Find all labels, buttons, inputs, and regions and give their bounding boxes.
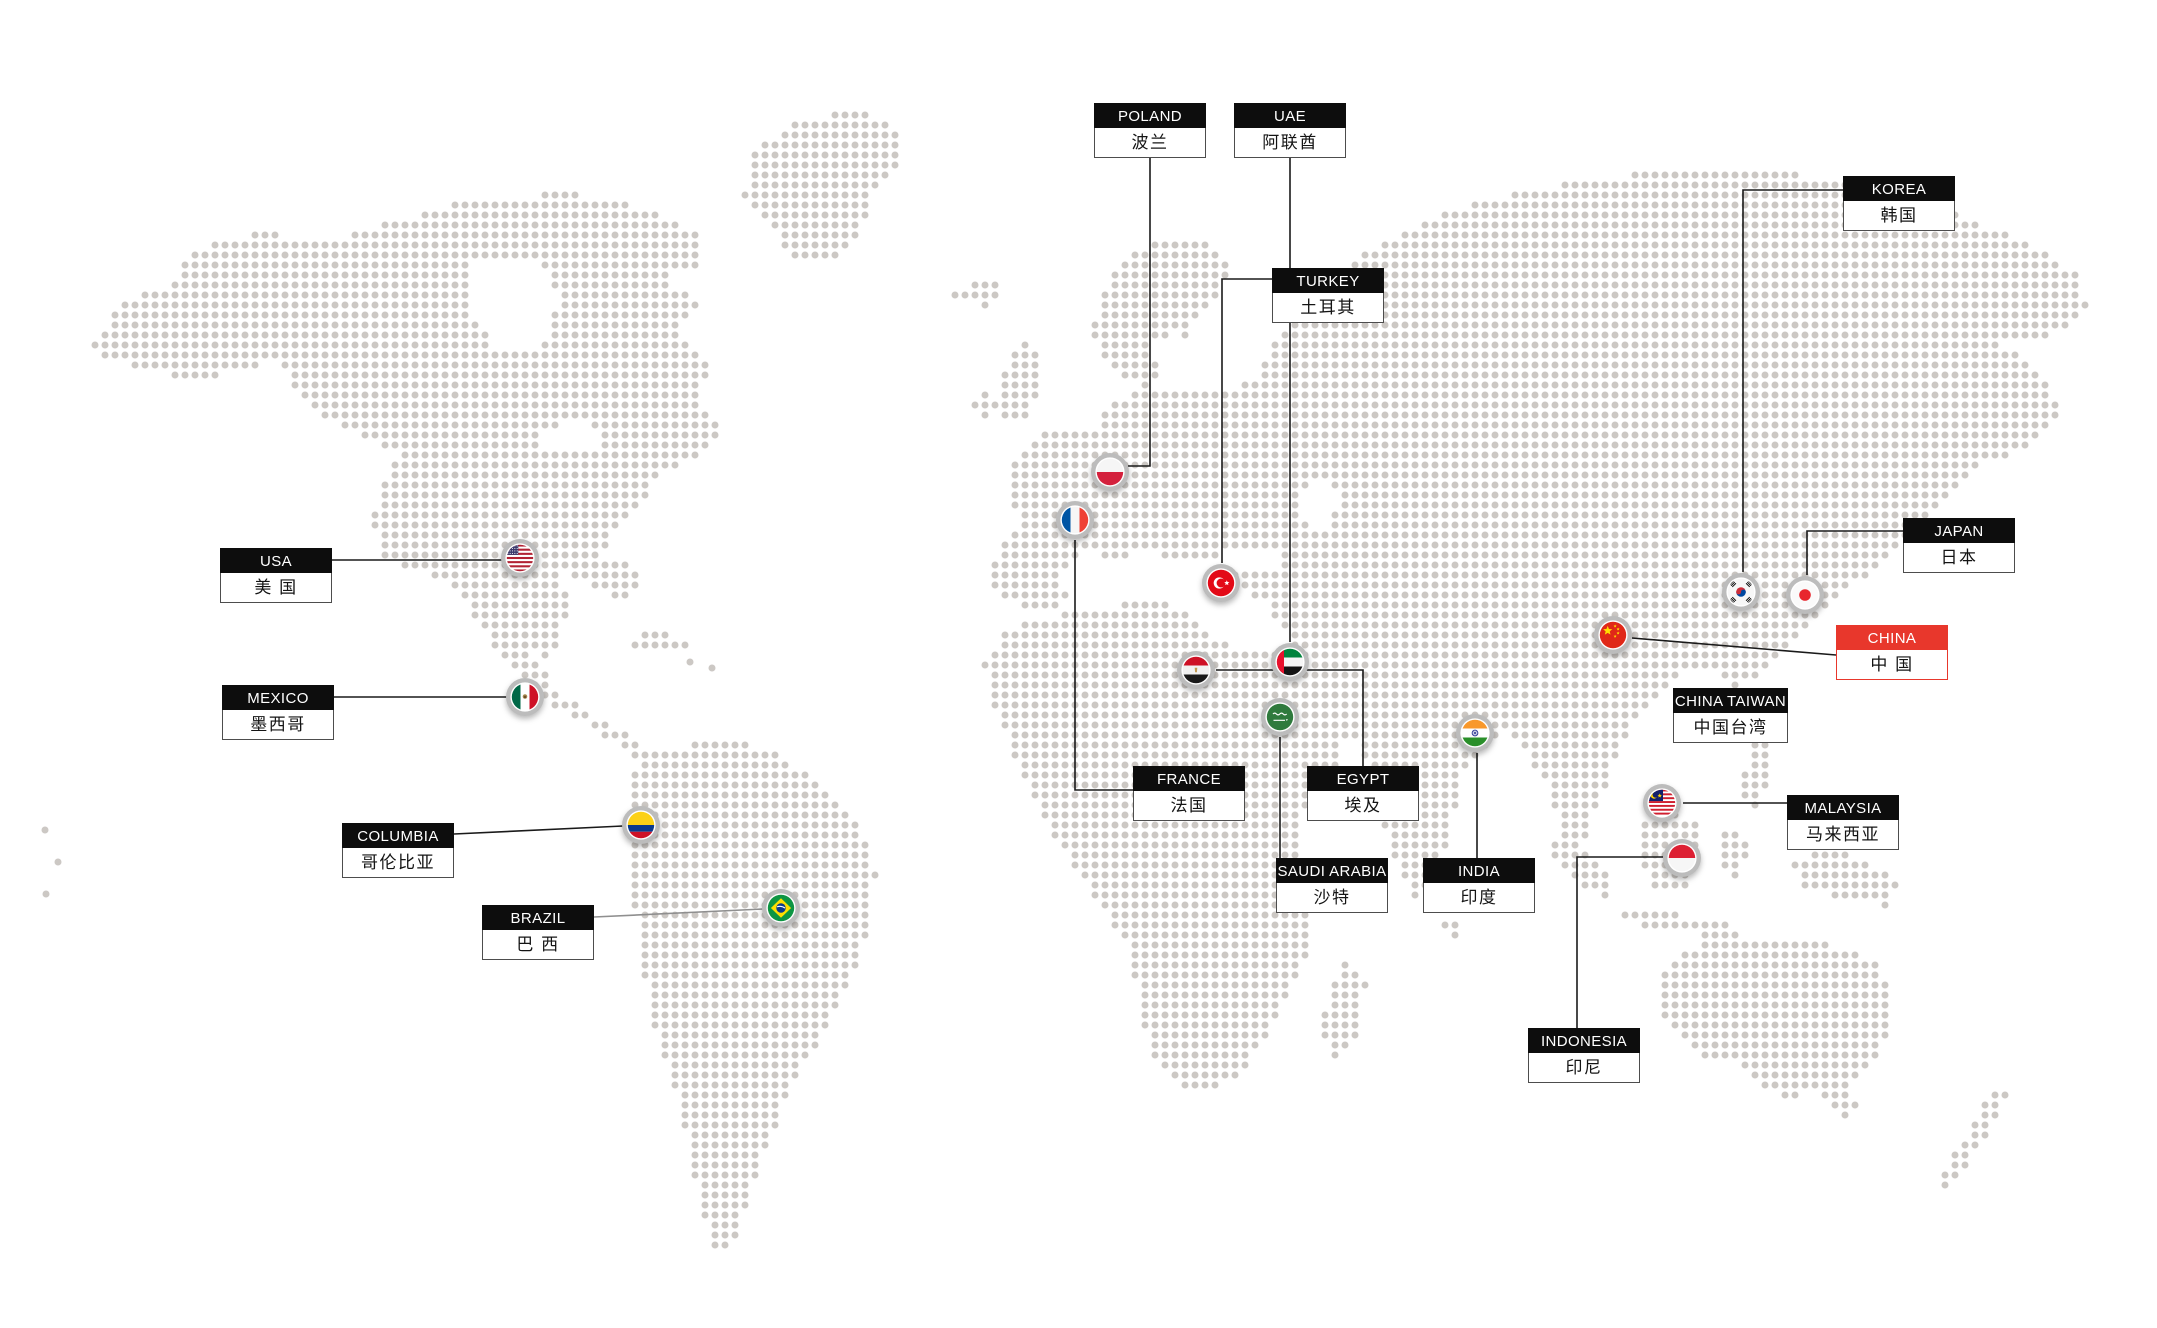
saudi-arabia-flag-icon xyxy=(1261,698,1299,736)
country-label-turkey: TURKEY 土耳其 xyxy=(1272,268,1384,323)
country-name-cn: 美 国 xyxy=(220,573,332,603)
connector-line-colombia xyxy=(453,825,624,835)
marker-china xyxy=(1591,613,1635,657)
country-name-en: MALAYSIA xyxy=(1787,795,1899,820)
country-name-en: INDIA xyxy=(1423,858,1535,883)
map-dots-layer xyxy=(41,111,2089,1249)
country-label-france: FRANCE 法国 xyxy=(1133,766,1245,821)
china-flag-icon xyxy=(1594,616,1632,654)
country-name-cn: 墨西哥 xyxy=(222,710,334,740)
country-name-en: TURKEY xyxy=(1272,268,1384,293)
country-name-en: CHINA xyxy=(1836,625,1948,650)
country-name-en: INDONESIA xyxy=(1528,1028,1640,1053)
mexico-flag-icon xyxy=(506,678,544,716)
country-label-china_taiwan: CHINA TAIWAN 中国台湾 xyxy=(1673,688,1788,743)
marker-poland xyxy=(1088,450,1132,494)
marker-mexico xyxy=(503,675,547,719)
country-name-en: FRANCE xyxy=(1133,766,1245,791)
connector-line-france xyxy=(1074,540,1133,791)
country-label-indonesia: INDONESIA 印尼 xyxy=(1528,1028,1640,1083)
india-flag-icon xyxy=(1456,714,1494,752)
marker-uae xyxy=(1268,640,1312,684)
country-name-en: MEXICO xyxy=(222,685,334,710)
country-name-cn: 中 国 xyxy=(1836,650,1948,680)
marker-japan xyxy=(1783,573,1827,617)
country-name-en: COLUMBIA xyxy=(342,823,454,848)
country-name-cn: 印尼 xyxy=(1528,1053,1640,1083)
country-name-cn: 法国 xyxy=(1133,791,1245,821)
country-name-cn: 哥伦比亚 xyxy=(342,848,454,878)
country-label-china: CHINA 中 国 xyxy=(1836,625,1948,680)
country-label-colombia: COLUMBIA 哥伦比亚 xyxy=(342,823,454,878)
country-name-cn: 韩国 xyxy=(1843,201,1955,231)
marker-usa xyxy=(498,536,542,580)
marker-brazil xyxy=(759,886,803,930)
country-name-cn: 中国台湾 xyxy=(1673,713,1788,743)
connector-line-egypt xyxy=(1216,669,1364,766)
marker-france xyxy=(1053,498,1097,542)
connector-line-turkey xyxy=(1221,278,1272,563)
country-label-uae: UAE 阿联酋 xyxy=(1234,103,1346,158)
country-name-cn: 波兰 xyxy=(1094,128,1206,158)
country-label-brazil: BRAZIL 巴 西 xyxy=(482,905,594,960)
country-name-cn: 沙特 xyxy=(1276,883,1388,913)
connector-line-indonesia xyxy=(1576,856,1663,1028)
country-name-cn: 马来西亚 xyxy=(1787,820,1899,850)
country-label-poland: POLAND 波兰 xyxy=(1094,103,1206,158)
connector-line-china xyxy=(1631,637,1837,656)
country-name-en: UAE xyxy=(1234,103,1346,128)
country-name-cn: 阿联酋 xyxy=(1234,128,1346,158)
turkey-flag-icon xyxy=(1202,564,1240,602)
marker-colombia xyxy=(619,803,663,847)
country-name-en: USA xyxy=(220,548,332,573)
country-name-cn: 日本 xyxy=(1903,543,2015,573)
country-label-japan: JAPAN 日本 xyxy=(1903,518,2015,573)
indonesia-flag-icon xyxy=(1663,839,1701,877)
uae-flag-icon xyxy=(1271,643,1309,681)
marker-egypt xyxy=(1174,648,1218,692)
country-label-usa: USA 美 国 xyxy=(220,548,332,603)
country-name-en: SAUDI ARABIA xyxy=(1276,858,1388,883)
marker-korea xyxy=(1719,570,1763,614)
country-label-malaysia: MALAYSIA 马来西亚 xyxy=(1787,795,1899,850)
country-name-en: CHINA TAIWAN xyxy=(1673,688,1788,713)
marker-indonesia xyxy=(1660,836,1704,880)
egypt-flag-icon xyxy=(1177,651,1215,689)
connector-line-brazil xyxy=(593,908,764,918)
country-label-egypt: EGYPT 埃及 xyxy=(1307,766,1419,821)
country-name-en: EGYPT xyxy=(1307,766,1419,791)
country-name-en: POLAND xyxy=(1094,103,1206,128)
colombia-flag-icon xyxy=(622,806,660,844)
connector-line-japan xyxy=(1806,530,1903,575)
marker-india xyxy=(1453,711,1497,755)
malaysia-flag-icon xyxy=(1643,784,1681,822)
country-label-mexico: MEXICO 墨西哥 xyxy=(222,685,334,740)
usa-flag-icon xyxy=(501,539,539,577)
connector-line-korea xyxy=(1742,189,1843,572)
country-name-en: BRAZIL xyxy=(482,905,594,930)
country-label-korea: KOREA 韩国 xyxy=(1843,176,1955,231)
country-name-cn: 埃及 xyxy=(1307,791,1419,821)
country-label-india: INDIA 印度 xyxy=(1423,858,1535,913)
korea-flag-icon xyxy=(1722,573,1760,611)
country-name-cn: 印度 xyxy=(1423,883,1535,913)
japan-flag-icon xyxy=(1786,576,1824,614)
connector-line-poland xyxy=(1128,158,1151,467)
country-name-en: JAPAN xyxy=(1903,518,2015,543)
connector-lines-layer xyxy=(332,158,1903,1028)
country-name-cn: 土耳其 xyxy=(1272,293,1384,323)
country-name-en: KOREA xyxy=(1843,176,1955,201)
poland-flag-icon xyxy=(1091,453,1129,491)
brazil-flag-icon xyxy=(762,889,800,927)
marker-turkey xyxy=(1199,561,1243,605)
france-flag-icon xyxy=(1056,501,1094,539)
country-name-cn: 巴 西 xyxy=(482,930,594,960)
marker-saudi_arabia xyxy=(1258,695,1302,739)
marker-malaysia xyxy=(1640,781,1684,825)
country-label-saudi_arabia: SAUDI ARABIA 沙特 xyxy=(1276,858,1388,913)
